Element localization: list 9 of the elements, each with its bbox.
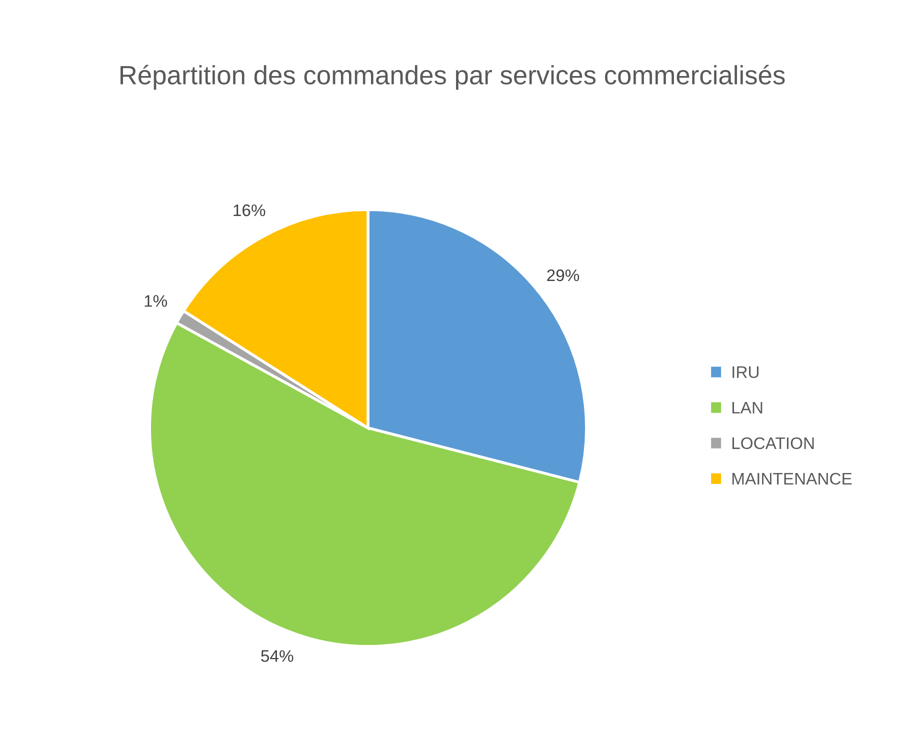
data-label: 54% [261, 650, 294, 662]
legend-label: LOCATION [732, 437, 814, 450]
chart-title: Répartition des commandes par services commercialisés [120, 64, 785, 90]
legend-label: IRU [732, 366, 758, 378]
data-label: 16% [234, 204, 266, 216]
legend-label: LAN [732, 402, 762, 414]
data-label: 1% [144, 295, 168, 307]
legend-label: MAINTENANCE [732, 472, 852, 485]
data-label: 29% [547, 269, 580, 282]
